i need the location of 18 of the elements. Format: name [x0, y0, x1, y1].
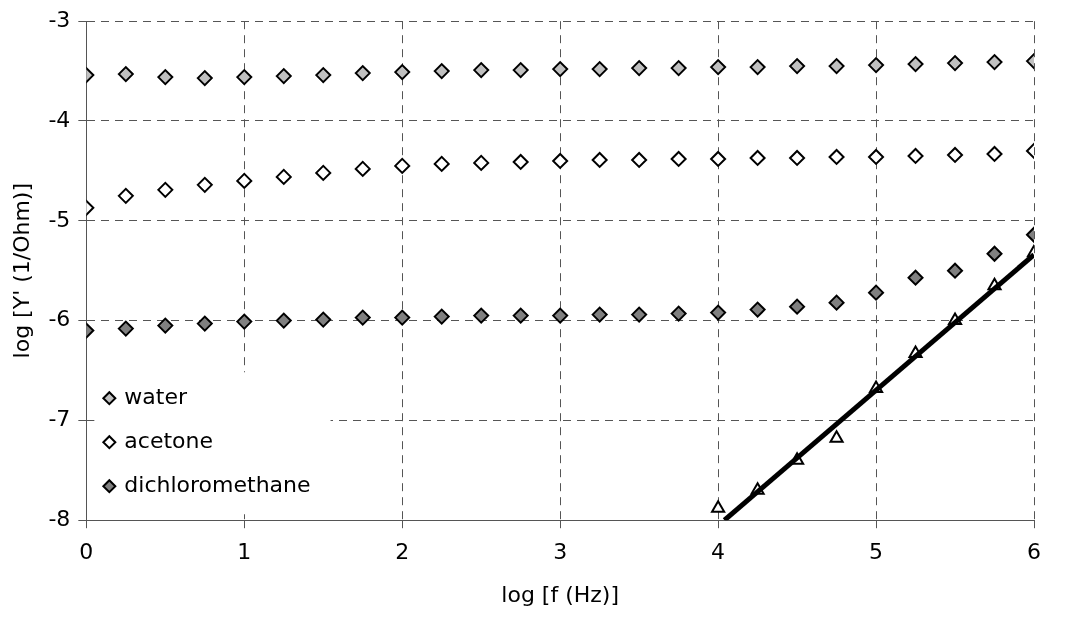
- y-tick-label: -8: [48, 505, 71, 531]
- x-tick-label: 3: [553, 539, 568, 565]
- legend-label: acetone: [124, 427, 214, 453]
- x-tick-label: 2: [395, 539, 410, 565]
- y-tick-label: -3: [48, 6, 71, 32]
- x-axis-title: log [f (Hz)]: [501, 581, 620, 607]
- legend-label: water: [124, 383, 188, 409]
- x-tick-label: 1: [237, 539, 252, 565]
- y-axis-title: log [Y' (1/Ohm)]: [8, 182, 34, 359]
- x-tick-label: 6: [1027, 539, 1041, 565]
- y-tick-label: -4: [48, 106, 71, 132]
- y-tick-label: -5: [48, 206, 71, 232]
- x-tick-label: 0: [79, 539, 94, 565]
- x-tick-label: 5: [869, 539, 884, 565]
- legend-label: dichloromethane: [124, 471, 311, 497]
- x-tick-label: 4: [711, 539, 726, 565]
- y-tick-label: -6: [48, 306, 71, 332]
- y-tick-label: -7: [48, 406, 71, 432]
